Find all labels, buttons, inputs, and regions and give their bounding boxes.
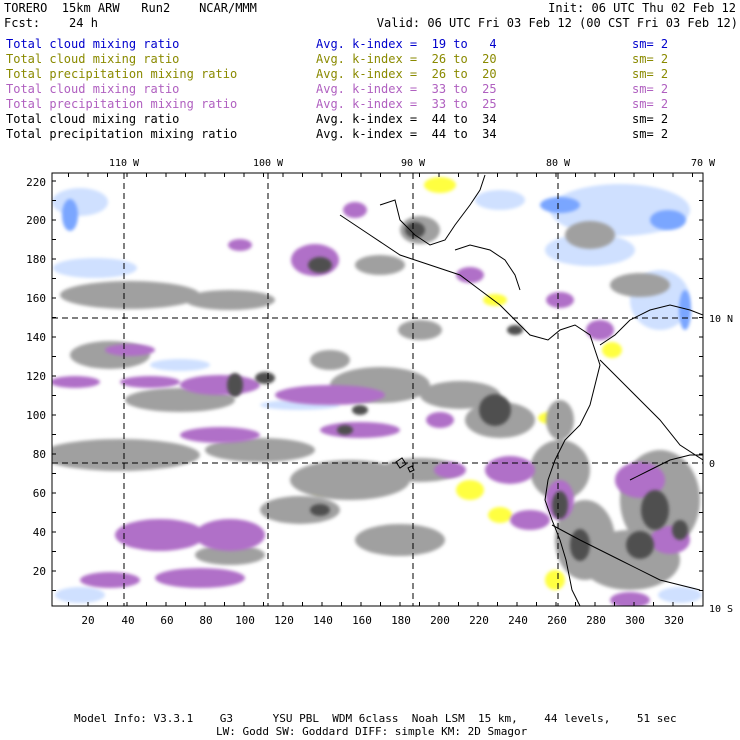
field-smooth: sm= 2 — [632, 127, 669, 141]
field-smooth: sm= 2 — [632, 67, 669, 81]
grid-y-label: 200 — [26, 214, 46, 227]
field-name: Total cloud mixing ratio — [6, 112, 180, 126]
grid-y-label: 120 — [26, 370, 46, 383]
grid-y-label: 220 — [26, 176, 46, 189]
grid-x-label: 240 — [508, 614, 528, 627]
tick-marks — [52, 173, 703, 606]
purple-cloud-layer — [52, 202, 690, 606]
valid-time: Valid: 06 UTC Fri 03 Feb 12 (00 CST Fri … — [376, 16, 738, 30]
grid-y-label: 140 — [26, 331, 46, 344]
grid-y-label: 160 — [26, 292, 46, 305]
field-smooth: sm= 2 — [632, 82, 669, 96]
field-name: Total precipitation mixing ratio — [6, 97, 238, 111]
field-smooth: sm= 2 — [632, 52, 669, 66]
field-stat: Avg. k-index = 44 to 34 — [316, 127, 497, 141]
field-stat: Avg. k-index = 33 to 25 — [316, 97, 497, 111]
model-title: TORERO 15km ARW Run2 NCAR/MMM — [4, 1, 257, 15]
lat-label: 0 — [709, 459, 715, 470]
lon-label: 80 W — [546, 158, 571, 169]
physics-info: LW: Godd SW: Goddard DIFF: simple KM: 2D… — [216, 725, 528, 738]
blue-cloud-layer — [62, 197, 691, 330]
grid-x-label: 60 — [160, 614, 173, 627]
lon-label: 70 W — [691, 158, 716, 169]
grid-y-label: 20 — [33, 565, 46, 578]
forecast-hour: Fcst: 24 h — [4, 16, 98, 30]
field-smooth: sm= 2 — [632, 37, 669, 51]
grid-y-label: 80 — [33, 448, 46, 461]
field-name: Total cloud mixing ratio — [6, 52, 180, 66]
grid-x-label: 80 — [199, 614, 212, 627]
grid-x-label: 100 — [235, 614, 255, 627]
dark-core-layer — [227, 222, 688, 561]
field-name: Total precipitation mixing ratio — [6, 67, 238, 81]
field-stat: Avg. k-index = 26 to 20 — [316, 67, 497, 81]
graticule — [52, 173, 703, 606]
field-name: Total cloud mixing ratio — [6, 37, 180, 51]
grid-x-label: 260 — [547, 614, 567, 627]
lon-label: 90 W — [401, 158, 426, 169]
grid-y-label: 40 — [33, 526, 46, 539]
lon-label: 110 W — [109, 158, 140, 169]
grid-y-label: 60 — [33, 487, 46, 500]
coastlines — [339, 174, 703, 606]
grid-x-label: 180 — [391, 614, 411, 627]
lat-label: 10 N — [709, 314, 733, 325]
field-stat: Avg. k-index = 33 to 25 — [316, 82, 497, 96]
map-frame — [51, 172, 704, 607]
grid-x-label: 200 — [430, 614, 450, 627]
model-info: Model Info: V3.3.1 G3 YSU PBL WDM 6class… — [74, 712, 677, 725]
grid-x-label: 280 — [586, 614, 606, 627]
field-name: Total precipitation mixing ratio — [6, 127, 238, 141]
grid-y-label: 180 — [26, 253, 46, 266]
grid-x-label: 40 — [121, 614, 134, 627]
grid-x-label: 300 — [625, 614, 645, 627]
lat-label: 10 S — [709, 604, 733, 615]
field-name: Total cloud mixing ratio — [6, 82, 180, 96]
init-time: Init: 06 UTC Thu 02 Feb 12 — [548, 1, 736, 15]
grid-x-label: 20 — [81, 614, 94, 627]
field-stat: Avg. k-index = 44 to 34 — [316, 112, 497, 126]
field-smooth: sm= 2 — [632, 112, 669, 126]
grid-x-label: 140 — [313, 614, 333, 627]
grid-x-label: 120 — [274, 614, 294, 627]
grid-x-label: 220 — [469, 614, 489, 627]
grid-y-label: 100 — [26, 409, 46, 422]
field-smooth: sm= 2 — [632, 97, 669, 111]
lon-label: 100 W — [253, 158, 284, 169]
grid-x-label: 160 — [352, 614, 372, 627]
field-stat: Avg. k-index = 19 to 4 — [316, 37, 497, 51]
grid-x-label: 320 — [664, 614, 684, 627]
field-stat: Avg. k-index = 26 to 20 — [316, 52, 497, 66]
precip-field — [52, 174, 703, 606]
